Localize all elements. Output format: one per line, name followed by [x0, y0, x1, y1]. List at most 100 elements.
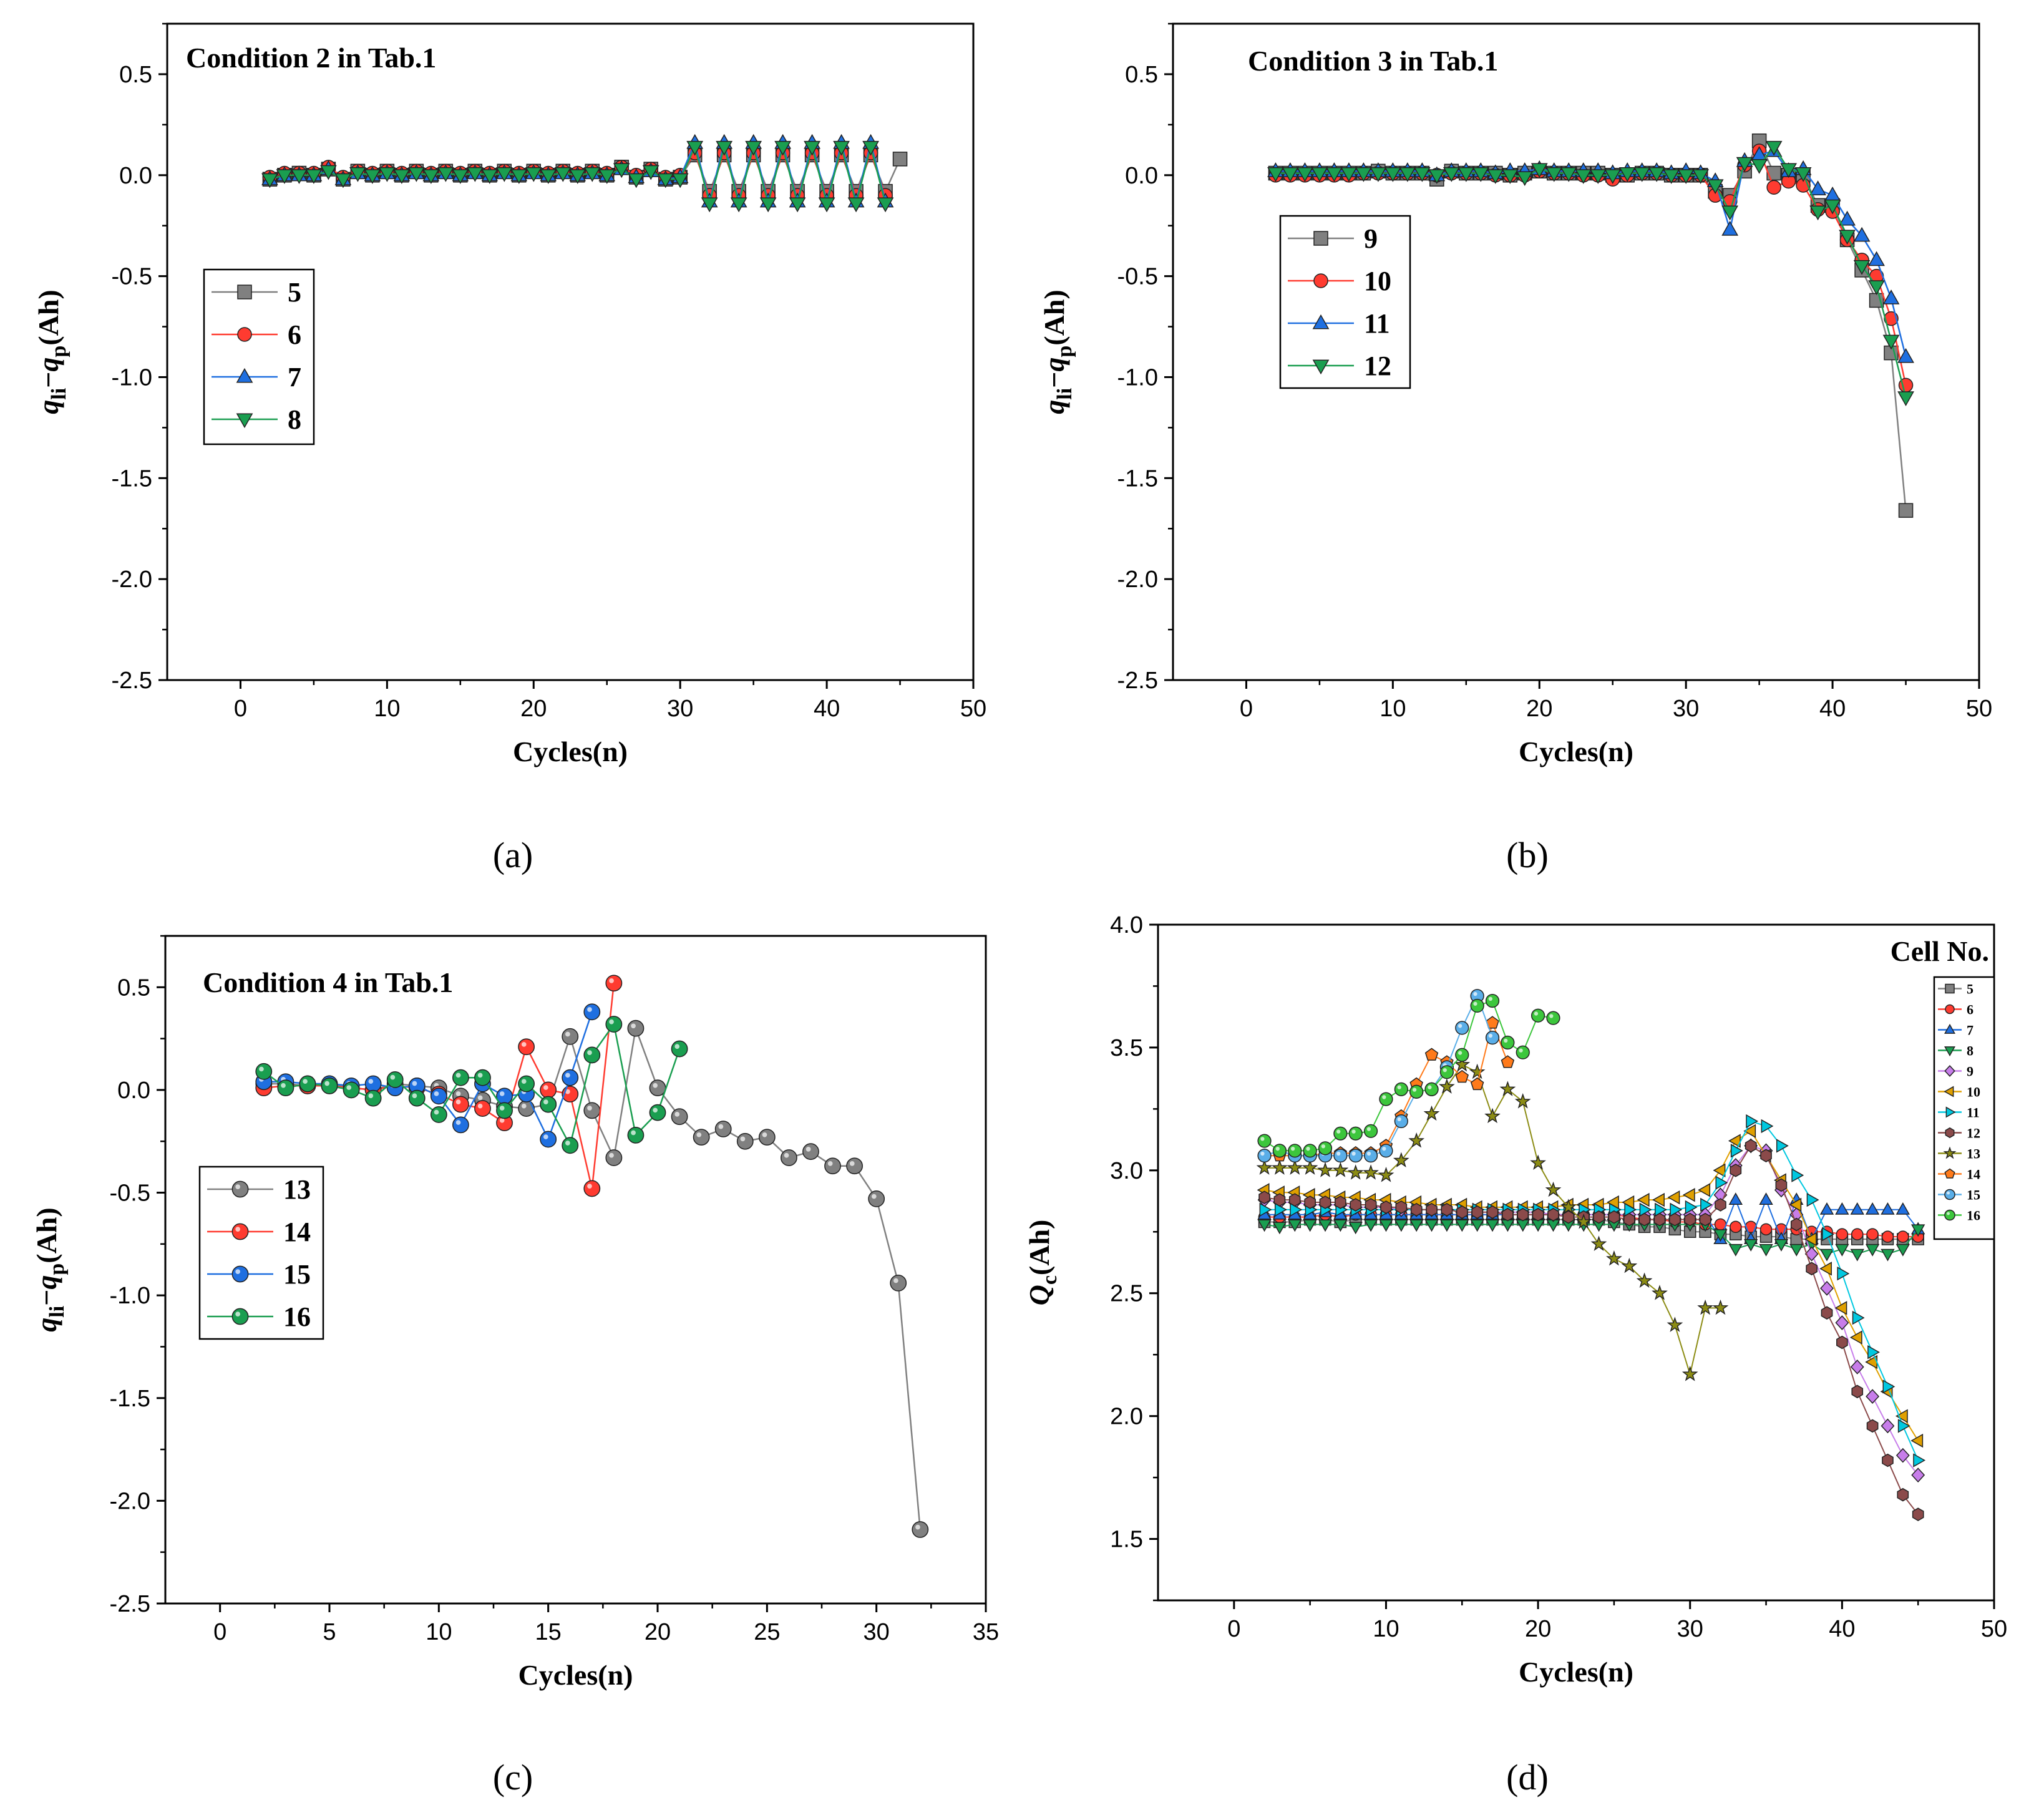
panel-d-series-9-point-39 [1850, 1359, 1864, 1375]
panel-d-series-10-point-26 [1652, 1192, 1665, 1207]
panel-b-series-12-point-20 [1560, 167, 1577, 182]
panel-d-series-16-point-9 [1394, 1082, 1408, 1096]
panel-d-series-15-point-7-highlight [1366, 1151, 1371, 1156]
panel-d-legend-15-marker-highlight [1947, 1191, 1950, 1195]
panel-d-series-8-point-0 [1257, 1219, 1272, 1232]
panel-d-legend-16-marker [1944, 1209, 1955, 1221]
panel-d-series-11-point-28 [1685, 1200, 1698, 1215]
panel-c-legend-13-label: 13 [283, 1174, 311, 1205]
panel-d-series-11-point-32 [1746, 1114, 1759, 1129]
panel-c-series-13-point-29 [890, 1274, 907, 1292]
panel-b-ytick-label-4: -0.5 [1117, 264, 1158, 290]
panel-c-series-16-point-17-highlight [631, 1130, 636, 1136]
panel-d-series-14-point-16 [1501, 1055, 1515, 1068]
panel-d-series-12-point-5 [1335, 1195, 1346, 1209]
panel-c-series-14-point-14-highlight [565, 1089, 570, 1094]
panel-d-series-6-point-32 [1745, 1220, 1757, 1234]
panel-c-series-16-point-9-highlight [455, 1073, 461, 1078]
panel-c-series-13-point-28-highlight [871, 1194, 877, 1199]
panel-c-series-13-point-20 [693, 1129, 710, 1146]
panel-c-series-13-point-26-highlight [827, 1161, 833, 1166]
panel-b-legend-11-label: 11 [1364, 308, 1390, 339]
panel-c-series-14-point-12-highlight [521, 1042, 527, 1047]
panel-b-ylabel-part-1: li [1053, 388, 1076, 400]
panel-b-series-12-point-22 [1589, 169, 1607, 184]
panel-d-series-12-point-10 [1410, 1203, 1423, 1217]
panel-d-series-8-point-2 [1288, 1219, 1302, 1232]
panel-c-ylabel-part-5: (Ah) [31, 1207, 62, 1263]
panel-d-series-16-point-7 [1363, 1124, 1378, 1138]
panel-c-series-15-point-7-highlight [412, 1081, 417, 1086]
panel-b-ticks: 0 10 20 30 40 50 -2.5 -2.0 -1.5 -1.0 -0.5 0.0 0.5 [1117, 22, 1992, 722]
panel-d-ytick-label-4: 3.5 [1110, 1035, 1143, 1061]
panel-c-series-14-point-13-highlight [543, 1085, 548, 1090]
panel-b-series-12-point-34 [1765, 140, 1783, 156]
panel-b-series-12-point-7 [1370, 167, 1387, 182]
panel-a-series-8-point-37 [804, 140, 820, 156]
panel-d-series-12-point-33 [1760, 1149, 1772, 1162]
panel-d-series-11-point-33 [1761, 1119, 1774, 1134]
panel-c-series-15-point-14-highlight [565, 1073, 570, 1078]
panel-d-series-9-point-43 [1911, 1467, 1925, 1483]
panel-d-series-12-point-12 [1441, 1203, 1453, 1217]
panel-c-legend-15-marker-highlight [235, 1269, 240, 1274]
panel-a-ylabel-part-3: q [32, 358, 64, 372]
panel-c-series-13-point-25-highlight [805, 1146, 811, 1152]
panel-d-ylabel-part-1: c [1038, 1275, 1061, 1285]
panel-b-ytick-label-6: 0.5 [1125, 62, 1158, 88]
panel-d-series-6-point-39 [1851, 1228, 1864, 1240]
panel-c-series-16-point-17 [627, 1126, 645, 1144]
panel-a-ytick-label-3: -1.0 [112, 364, 152, 391]
panel-c-series-14-point-15-highlight [587, 1184, 592, 1189]
panel-d-series-12-point-34 [1775, 1178, 1788, 1192]
panel-d-series-8-point-34 [1774, 1239, 1789, 1252]
panel-b-series-12-point-4 [1326, 167, 1343, 182]
panel-d-series-12-point-24 [1623, 1212, 1635, 1227]
panel-a-series-8-point-29 [686, 140, 704, 156]
panel-d-series-14-point-13 [1455, 1069, 1469, 1083]
panel-a-legend-5-marker [237, 285, 252, 299]
panel-c-series-13-point-15-highlight [587, 1106, 592, 1111]
panel-d-series-16-point-2 [1288, 1144, 1302, 1158]
panel-c-series-13-point-29-highlight [893, 1278, 898, 1283]
panel-b-ylabel-part-0: q [1038, 400, 1070, 414]
panel-a-series-8-point-9 [393, 169, 411, 184]
panel-c-series-16-point-1-highlight [281, 1083, 286, 1088]
panel-d-series-12-point-2 [1288, 1193, 1301, 1207]
panel-d-series-8-point-4 [1318, 1219, 1333, 1232]
panel-d-series-8-point-33 [1759, 1243, 1773, 1257]
panel-c-ytick-label-0: -2.5 [110, 1591, 150, 1617]
panel-d-series-11-point-39 [1852, 1310, 1865, 1325]
panel-c-series-14-point-9-highlight [455, 1099, 461, 1104]
panel-d-legend-6-marker [1945, 1004, 1955, 1015]
panel-c-series-13-point-19 [671, 1108, 688, 1126]
panel-d-series-12-point-39 [1851, 1384, 1864, 1399]
panel-d-series-16-point-8 [1379, 1092, 1393, 1106]
panel-c-series-15-line [263, 1011, 593, 1142]
panel-a-series-8-point-26 [642, 165, 659, 180]
panel-b-caption: (b) [1506, 835, 1549, 875]
panel-d-series-11-point-30 [1715, 1175, 1728, 1190]
panel-d-series-16-point-19-highlight [1549, 1014, 1554, 1018]
panel-b-xtick-label-3: 30 [1673, 696, 1699, 722]
panel-a-series-8-point-39 [833, 140, 850, 156]
panel-b-series-12-point-40 [1853, 260, 1871, 275]
panel-c-xtick-label-0: 0 [213, 1619, 226, 1645]
panel-d-series-13-point-10 [1408, 1132, 1425, 1148]
panel-a-series-8-point-0 [261, 173, 278, 188]
panel-d-series-15-point-0-highlight [1260, 1151, 1265, 1156]
panel-a-series-8-point-8 [378, 167, 396, 182]
panel-c-series-14-point-10 [474, 1100, 491, 1117]
panel-d-series-8-point-1 [1272, 1222, 1287, 1235]
panel-d-ylabel-part-2: (Ah) [1023, 1220, 1055, 1275]
panel-d-legend-13-label: 13 [1967, 1146, 1980, 1162]
panel-c-series-16-point-5-highlight [368, 1093, 374, 1099]
panel-a-xtick-label-4: 40 [814, 696, 840, 722]
panel-d-series-12-point-41 [1882, 1453, 1894, 1467]
panel-d-series-8-point-7 [1363, 1219, 1378, 1232]
panel-c-series-13-point-14 [562, 1028, 579, 1045]
panel-c-series-15-point-15 [583, 1003, 601, 1021]
panel-d-series-16-point-5-highlight [1336, 1129, 1341, 1134]
panel-d-series-10-point-38 [1834, 1301, 1847, 1315]
panel-d-series-12-point-25 [1638, 1212, 1650, 1227]
